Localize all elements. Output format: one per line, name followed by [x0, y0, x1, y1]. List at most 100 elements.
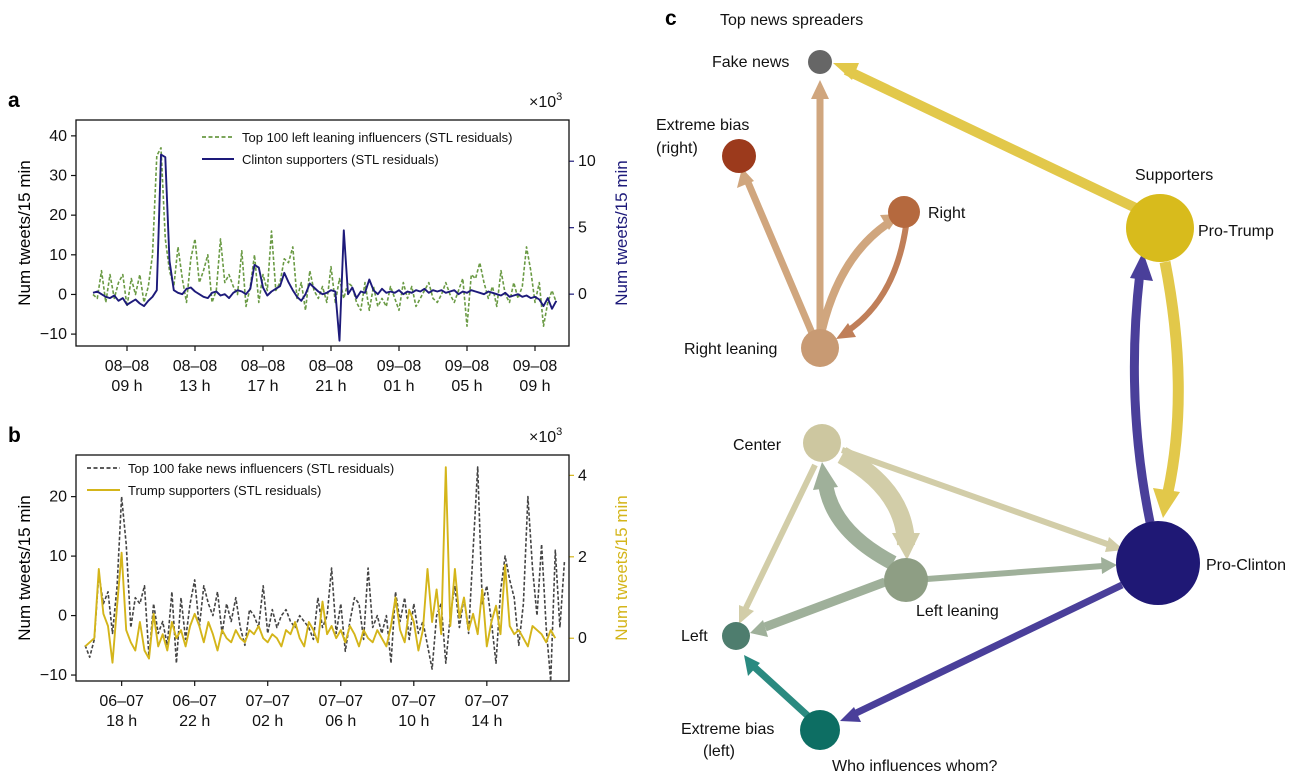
edge-arrowhead-leftleaning-left: [750, 620, 768, 637]
xtick-label-date: 09–08: [445, 358, 490, 375]
edge-arrowhead-protrump-proclinton: [1153, 488, 1180, 518]
xtick-label-date: 06–07: [99, 693, 144, 710]
edge-leftleaning-proclinton: [926, 563, 1104, 582]
xtick-label-date: 09–08: [513, 358, 558, 375]
series-line-a-1: [92, 153, 558, 342]
edge-protrump-fake: [843, 65, 1143, 215]
panel-a-xaxis: 08–08 09 h 08–08 13 h 08–08 17 h 08–08 21 h 09–0…: [105, 346, 558, 395]
edge-proclinton-protrump: [1129, 271, 1155, 523]
node-label-right: Right: [928, 205, 966, 222]
node-label-center: Center: [733, 437, 782, 454]
xtick-label-hour: 02 h: [252, 713, 283, 730]
left-ytick-label: 20: [49, 207, 67, 224]
edge-center-proclinton: [840, 447, 1112, 548]
node-pro-trump: [1126, 194, 1194, 262]
edge-right-rightleaning: [844, 225, 909, 335]
supporters-label: Supporters: [1135, 167, 1213, 184]
edge-leftleaning-left: [763, 577, 887, 632]
right-ytick-label: 0: [578, 286, 587, 303]
panel-b-right-multiplier: ×103: [529, 426, 562, 446]
left-ytick-label: 10: [49, 247, 67, 264]
panel-a: a ×103 40 30 20 10 0 −10 10 5 0 08–08 09 h 08–08 1…: [8, 89, 631, 395]
edge-arrowhead-proclinton-protrump: [1130, 252, 1153, 281]
series-line-b-1: [84, 466, 557, 664]
panel-b-right-ylabel: Num tweets/15 min: [612, 495, 631, 641]
left-ytick-label: 20: [49, 489, 67, 506]
right-ytick-label: 0: [578, 630, 587, 647]
panel-a-letter: a: [8, 89, 20, 112]
legend-label-trump: Trump supporters (STL residuals): [128, 483, 321, 498]
node-left: [722, 622, 750, 650]
xtick-label-date: 07–07: [245, 693, 290, 710]
legend-label-fake-news: Top 100 fake news influencers (STL resid…: [128, 461, 394, 476]
node-label-left: Left: [681, 628, 708, 645]
node-label-extreme-bias-left-1: Extreme bias: [681, 721, 774, 738]
series-line-b-0: [84, 466, 566, 681]
panel-b-letter: b: [8, 424, 21, 447]
node-label-left-leaning: Left leaning: [916, 603, 999, 620]
xtick-label-hour: 13 h: [179, 378, 210, 395]
left-ytick-label: 0: [58, 608, 67, 625]
edge-center-left: [741, 463, 818, 614]
node-label-fake-news: Fake news: [712, 54, 789, 71]
xtick-label-date: 07–07: [465, 693, 510, 710]
panel-a-right-ylabel: Num tweets/15 min: [612, 160, 631, 306]
panel-b-right-multiplier-base: ×10: [529, 429, 556, 446]
edge-arrowhead-center-leftleaning: [892, 533, 920, 560]
right-ytick-label: 4: [578, 467, 587, 484]
panel-a-frame: [75, 119, 570, 347]
edge-leftleaning-center: [817, 478, 897, 570]
edge-arrowhead-rightleaning-fake: [811, 80, 829, 99]
panel-b-right-yaxis: 4 2 0: [569, 467, 587, 647]
xtick-label-date: 07–07: [319, 693, 364, 710]
right-ytick-label: 5: [578, 220, 587, 237]
panel-a-left-yaxis: 40 30 20 10 0 −10: [40, 128, 76, 343]
series-line-a-0: [92, 147, 558, 328]
legend-label-clinton: Clinton supporters (STL residuals): [242, 152, 439, 167]
graph-node-labels: Fake news Extreme bias (right) Right Rig…: [656, 54, 1286, 760]
node-pro-clinton: [1116, 521, 1200, 605]
panel-b-right-multiplier-exp: 3: [556, 426, 562, 438]
xtick-label-hour: 14 h: [471, 713, 502, 730]
node-fake-news: [808, 50, 832, 74]
edge-arrowhead-rightleaning-extremeright: [737, 168, 754, 188]
panel-b-left-yaxis: 20 10 0 −10: [40, 489, 76, 684]
node-label-right-leaning: Right leaning: [684, 341, 777, 358]
node-label-pro-clinton: Pro-Clinton: [1206, 557, 1286, 574]
xtick-label-hour: 01 h: [383, 378, 414, 395]
edge-arrowhead-leftleaning-center: [813, 462, 838, 490]
panel-a-legend: Top 100 left leaning influencers (STL re…: [202, 130, 513, 167]
edge-protrump-proclinton: [1159, 260, 1184, 494]
panel-c: c Top news spreaders Who influences whom…: [656, 7, 1286, 775]
graph-edges: [737, 63, 1184, 722]
edge-rightleaning-right: [818, 218, 893, 331]
xtick-label-hour: 10 h: [398, 713, 429, 730]
xtick-label-date: 09–08: [377, 358, 422, 375]
panel-a-right-multiplier-base: ×10: [529, 94, 556, 111]
edge-extremeleft-left: [748, 661, 811, 719]
node-right: [888, 196, 920, 228]
edge-arrowhead-center-left: [739, 605, 754, 624]
edge-arrowhead-protrump-fake: [833, 63, 859, 80]
panel-c-letter: c: [665, 7, 677, 30]
xtick-label-date: 08–08: [105, 358, 150, 375]
xtick-label-date: 08–08: [173, 358, 218, 375]
xtick-label-date: 08–08: [309, 358, 354, 375]
edge-proclinton-extremeleft: [850, 581, 1124, 719]
left-ytick-label: 10: [49, 548, 67, 565]
xtick-label-date: 06–07: [172, 693, 217, 710]
node-label-pro-trump: Pro-Trump: [1198, 223, 1274, 240]
edge-arrowhead-leftleaning-proclinton: [1101, 557, 1117, 574]
xtick-label-hour: 09 h: [519, 378, 550, 395]
edge-arrowhead-extremeleft-left: [744, 655, 760, 676]
node-center: [803, 424, 841, 462]
left-ytick-label: 0: [58, 286, 67, 303]
node-label-extreme-bias-right-2: (right): [656, 140, 698, 157]
node-label-extreme-bias-left-2: (left): [703, 743, 735, 760]
edge-arrowhead-proclinton-extremeleft: [840, 707, 861, 722]
edge-arrowhead-right-rightleaning: [836, 323, 856, 339]
panel-b-xaxis: 06–07 18 h 06–07 22 h 07–07 02 h 07–07 06 h 07–0…: [99, 681, 509, 730]
xtick-label-date: 08–08: [241, 358, 286, 375]
